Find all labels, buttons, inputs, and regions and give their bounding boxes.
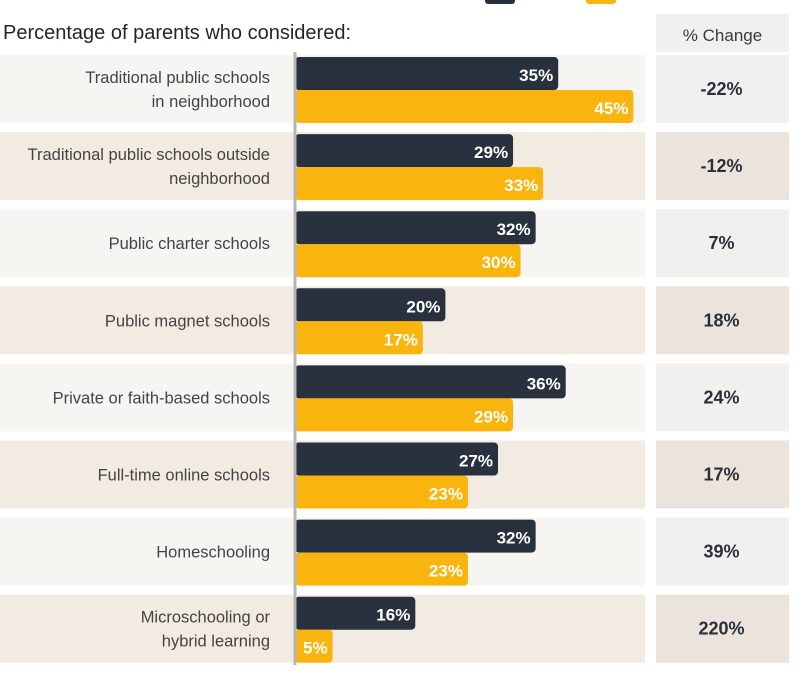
change-value: 17% (703, 465, 739, 485)
bar-series-1 (295, 519, 536, 553)
change-value: 39% (703, 542, 739, 562)
bar-series-1 (295, 365, 566, 399)
bar-series-2 (295, 90, 634, 123)
bar-value-label: 33% (504, 176, 538, 195)
change-cell-bg-3 (656, 286, 789, 355)
change-value: -22% (700, 79, 742, 99)
category-label: Microschooling or (141, 609, 271, 627)
category-label: Private or faith-based schools (53, 389, 270, 407)
change-column-header: % Change (683, 26, 762, 45)
change-cell-bg-1 (656, 132, 789, 201)
bar-series-1 (295, 288, 446, 322)
category-label: Traditional public schools (85, 69, 270, 87)
bar-series-1 (295, 442, 499, 476)
category-label: hybrid learning (162, 633, 270, 651)
change-header-bg (656, 14, 789, 52)
change-cell-bg-2 (656, 209, 789, 278)
bar-series-1 (295, 211, 536, 245)
change-value: -12% (700, 156, 742, 176)
category-label: Homeschooling (156, 544, 270, 562)
category-label: Public magnet schools (105, 312, 270, 330)
change-value: 24% (703, 387, 739, 407)
change-cell-bg-5 (656, 440, 789, 509)
bar-value-label: 32% (497, 529, 531, 548)
bar-series-2 (295, 321, 423, 355)
change-cell-bg-4 (656, 363, 789, 432)
category-label: Traditional public schools outside (28, 146, 270, 164)
change-cell-bg-0 (656, 55, 789, 123)
bar-series-2 (295, 244, 521, 278)
bar-value-label: 20% (406, 297, 440, 316)
bar-value-label: 32% (497, 220, 531, 239)
bar-series-1 (295, 134, 514, 168)
chart-title: Percentage of parents who considered: (3, 22, 351, 44)
category-label: Full-time online schools (98, 467, 270, 485)
bar-value-label: 35% (519, 66, 553, 85)
category-label: Public charter schools (109, 235, 270, 253)
bar-value-label: 5% (303, 639, 328, 658)
bar-value-label: 29% (474, 407, 508, 426)
change-value: 18% (703, 310, 739, 330)
bar-value-label: 27% (459, 452, 493, 471)
category-label: neighborhood (169, 170, 270, 188)
bar-value-label: 30% (482, 253, 516, 272)
bar-series-2 (295, 629, 333, 663)
legend-swatch-series-2 (586, 0, 616, 4)
change-value: 7% (708, 233, 734, 253)
bar-value-label: 23% (429, 485, 463, 504)
bar-value-label: 45% (594, 99, 628, 118)
bar-value-label: 16% (376, 606, 410, 625)
change-cell-bg-6 (656, 517, 789, 586)
bar-series-1 (295, 57, 559, 90)
category-label: in neighborhood (152, 93, 270, 111)
bar-value-label: 17% (384, 330, 418, 349)
bar-series-2 (295, 398, 514, 432)
bar-series-2 (295, 475, 468, 509)
bar-value-label: 23% (429, 562, 463, 581)
change-value: 220% (698, 619, 744, 639)
change-cell-bg-7 (656, 594, 789, 663)
legend-swatch-series-1 (485, 0, 515, 4)
bar-value-label: 36% (527, 374, 561, 393)
bar-series-1 (295, 596, 416, 630)
bar-series-2 (295, 167, 544, 201)
bar-series-2 (295, 552, 468, 586)
bar-value-label: 29% (474, 143, 508, 162)
